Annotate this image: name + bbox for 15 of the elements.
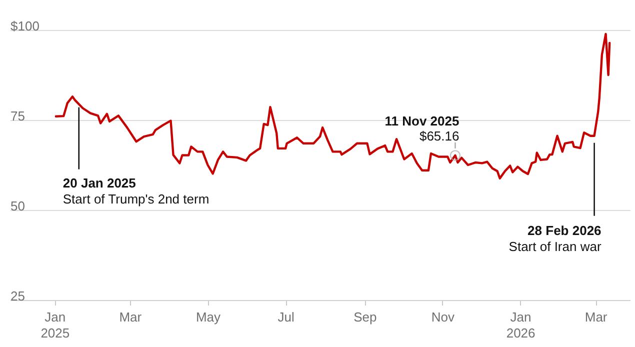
x-tick-label: Jan 2026 — [506, 310, 536, 340]
annotation: 20 Jan 2025 Start of Trump's 2nd term — [62, 175, 210, 206]
y-tick-label: 25 — [10, 288, 25, 304]
x-tick-label: May — [196, 310, 222, 324]
y-tick-label: 75 — [10, 108, 25, 124]
x-tick-label: Mar — [584, 310, 608, 324]
x-tick-label: Mar — [119, 310, 142, 324]
x-tick-label: Jul — [278, 310, 294, 324]
x-tick-label: Jan 2025 — [40, 310, 70, 340]
y-tick-label: $100 — [10, 18, 40, 34]
x-tick-label: Sep — [354, 310, 377, 324]
annotation: 11 Nov 2025 $65.16 — [384, 113, 460, 144]
x-tick-label: Nov — [431, 310, 456, 324]
y-tick-label: 50 — [10, 198, 25, 214]
annotation: 28 Feb 2026 Start of Iran war — [508, 222, 602, 254]
